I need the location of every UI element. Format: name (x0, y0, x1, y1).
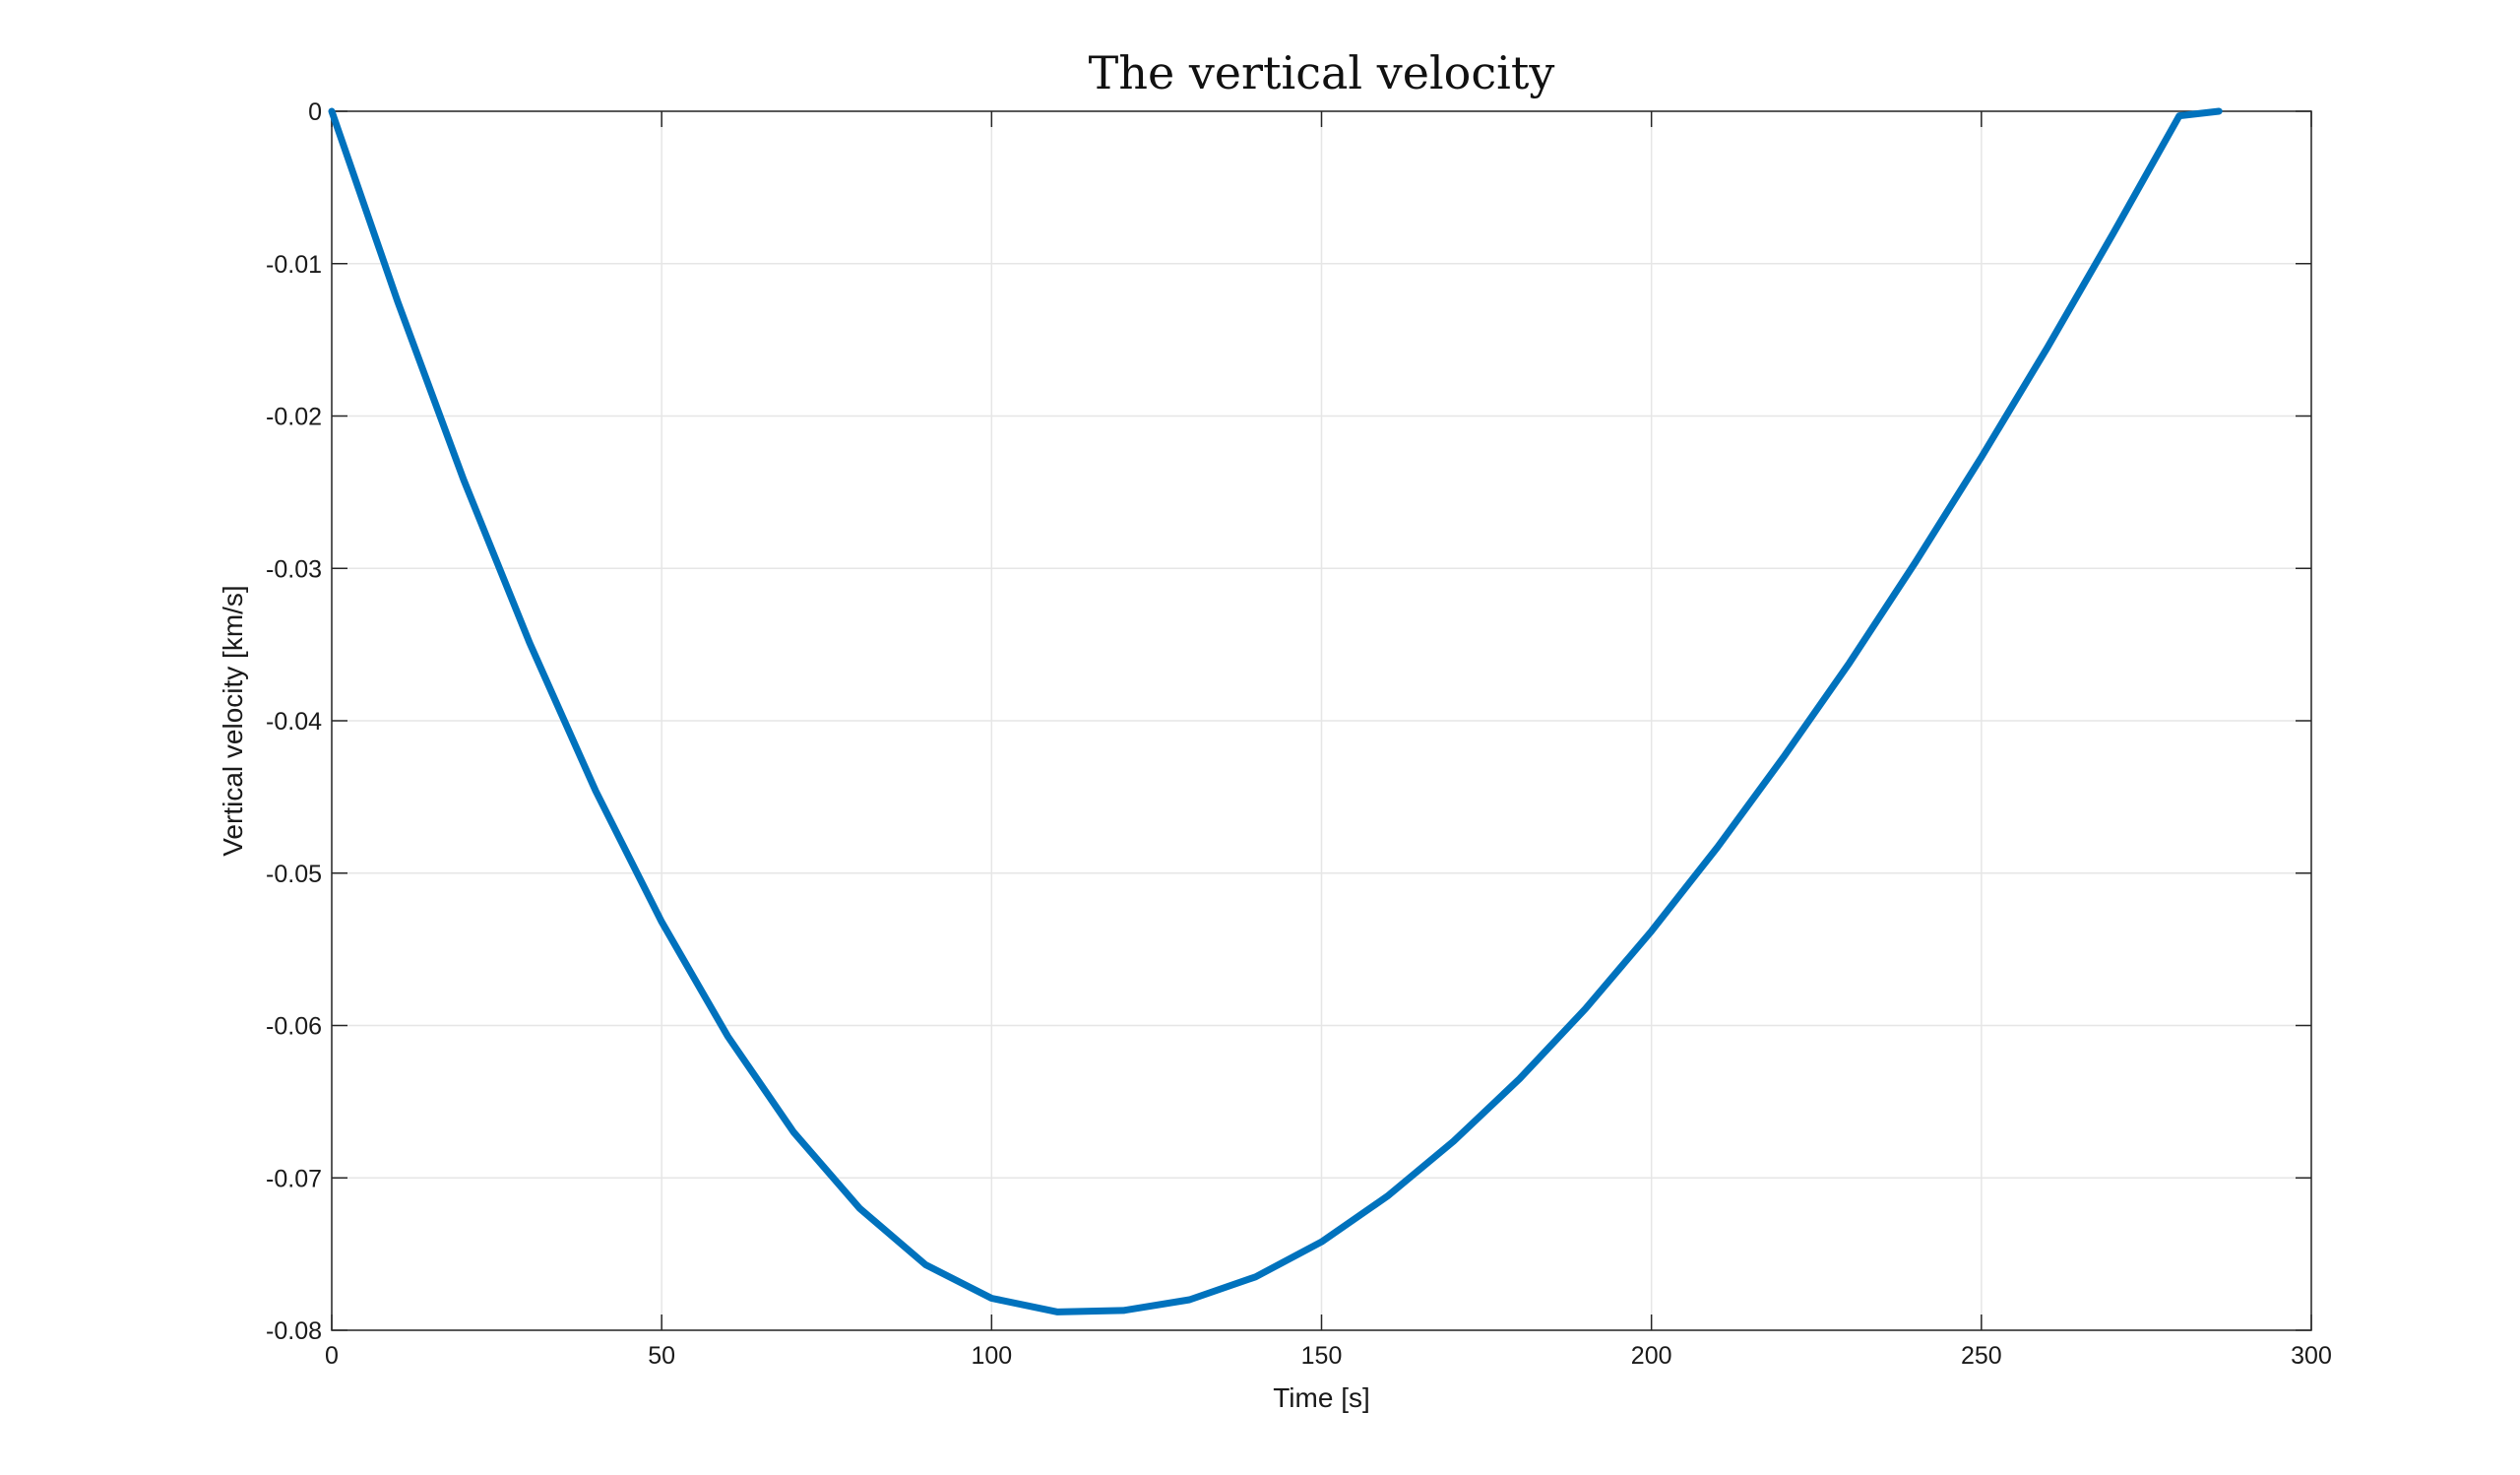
x-tick-label: 0 (325, 1342, 339, 1370)
y-tick-label: -0.08 (266, 1317, 322, 1345)
x-tick-label: 50 (648, 1342, 675, 1370)
x-axis-label: Time [s] (1273, 1382, 1370, 1413)
x-tick-label: 100 (971, 1342, 1012, 1370)
x-tick-label: 300 (2291, 1342, 2332, 1370)
grid (331, 110, 2312, 1331)
x-tick-label: 150 (1301, 1342, 1343, 1370)
y-tick-label: 0 (308, 98, 322, 126)
axis-ticks (331, 110, 2312, 1331)
x-tick-label: 200 (1631, 1342, 1672, 1370)
y-tick-label: -0.04 (266, 708, 322, 736)
y-tick-label: -0.01 (266, 251, 322, 279)
series-line-0 (328, 107, 2223, 1315)
tick-labels: 0 50 100 150 200 250 300 0 -0.01 -0.02 -0.03 -0.04 -… (266, 98, 2332, 1370)
series-layer (328, 107, 2223, 1315)
y-tick-label: -0.03 (266, 555, 322, 583)
chart-title: The vertical velocity (1089, 46, 1555, 99)
y-tick-label: -0.06 (266, 1013, 322, 1041)
y-tick-label: -0.02 (266, 404, 322, 431)
y-tick-label: -0.07 (266, 1165, 322, 1192)
y-axis-label: Vertical velocity [km/s] (218, 585, 248, 856)
y-tick-label: -0.05 (266, 861, 322, 888)
x-tick-label: 250 (1961, 1342, 2002, 1370)
